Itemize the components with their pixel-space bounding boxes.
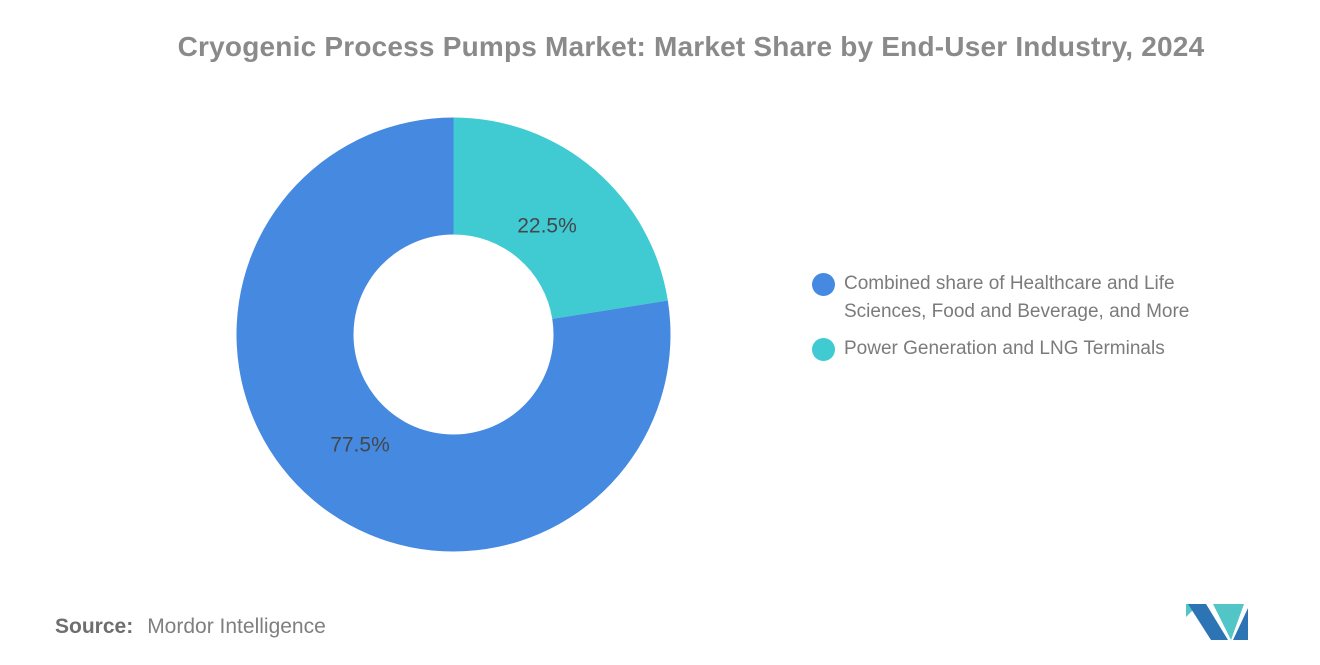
chart-title: Cryogenic Process Pumps Market: Market S… [177, 31, 1205, 62]
legend-label-power-generation: Power Generation and LNG Terminals [844, 338, 1165, 359]
legend-label-combined-share: Combined share of Healthcare and Life Sc… [844, 273, 1190, 322]
mordor-intelligence-logo [1186, 604, 1248, 640]
donut-slice-0 [453, 117, 668, 319]
legend-item: Power Generation and LNG Terminals [812, 335, 1257, 363]
logo-shape-teal-triangle [1213, 604, 1244, 640]
source-value: Mordor Intelligence [147, 615, 326, 638]
source-label: Source: [55, 615, 134, 638]
legend-swatch-power-generation-icon [812, 338, 835, 361]
source-attribution: Source: Mordor Intelligence [55, 615, 326, 639]
legend-swatch-combined-share-icon [812, 273, 835, 296]
slice-value-label: 77.5% [330, 433, 390, 456]
logo-shape-blue-triangle [1233, 608, 1248, 640]
logo-shape-blue-band [1188, 604, 1228, 640]
chart-legend: Combined share of Healthcare and Life Sc… [812, 270, 1257, 372]
legend-item: Combined share of Healthcare and Life Sc… [812, 270, 1257, 326]
donut-slice-1 [236, 117, 671, 552]
slice-value-label: 22.5% [517, 215, 577, 238]
donut-chart: 22.5% 77.5% [236, 117, 671, 552]
